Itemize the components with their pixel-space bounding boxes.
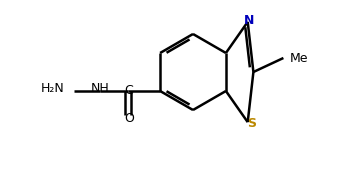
Text: H₂N: H₂N	[40, 83, 64, 95]
Text: Me: Me	[290, 52, 308, 65]
Text: C: C	[125, 84, 134, 97]
Text: O: O	[124, 112, 134, 125]
Text: S: S	[247, 117, 256, 130]
Text: N: N	[243, 14, 254, 27]
Text: NH: NH	[91, 83, 110, 95]
